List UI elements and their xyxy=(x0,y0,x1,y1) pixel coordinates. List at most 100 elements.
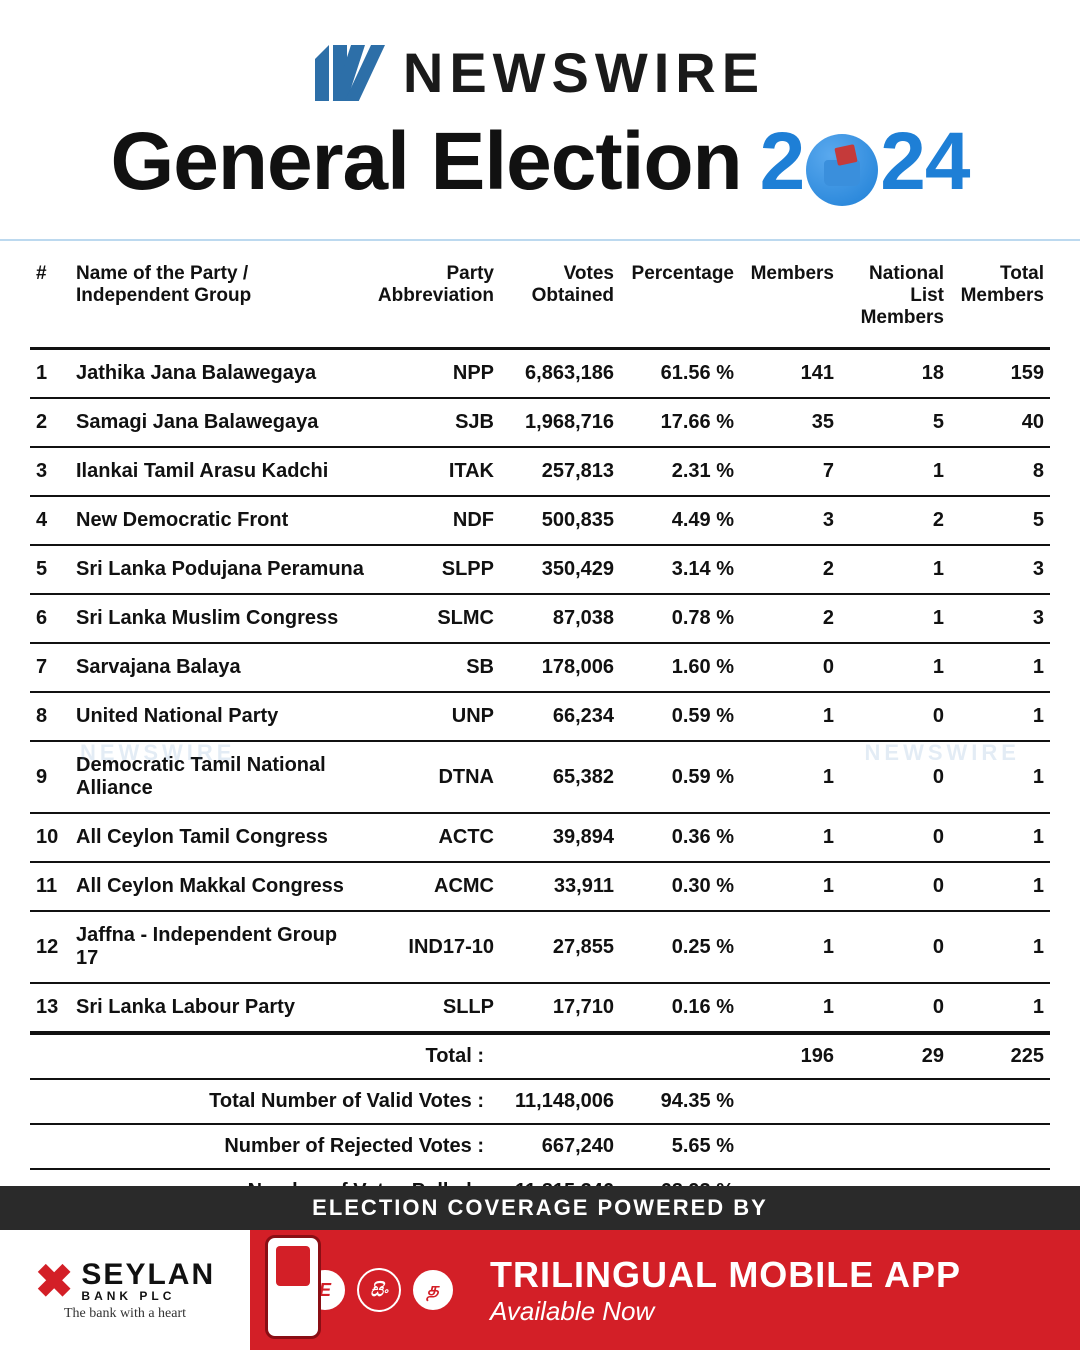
cell-nlm: 1 xyxy=(840,643,950,692)
cell-votes: 1,968,716 xyxy=(500,398,620,447)
cell-members: 7 xyxy=(740,447,840,496)
cell-idx: 10 xyxy=(30,813,70,862)
summary-label: Total : xyxy=(30,1033,500,1079)
cell-pct: 61.56 % xyxy=(620,349,740,399)
summary-members xyxy=(740,1079,840,1124)
cell-votes: 6,863,186 xyxy=(500,349,620,399)
cell-total: 1 xyxy=(950,911,1050,983)
cell-nlm: 0 xyxy=(840,983,950,1033)
ad-line-1: TRILINGUAL MOBILE APP xyxy=(490,1254,961,1296)
cell-idx: 8 xyxy=(30,692,70,741)
cell-idx: 4 xyxy=(30,496,70,545)
summary-pct: 5.65 % xyxy=(620,1124,740,1169)
cell-abbr: SLPP xyxy=(370,545,500,594)
cell-name: United National Party xyxy=(70,692,370,741)
cell-members: 1 xyxy=(740,813,840,862)
table-row: 7Sarvajana BalayaSB178,0061.60 %011 xyxy=(30,643,1050,692)
cell-total: 1 xyxy=(950,741,1050,813)
cell-nlm: 18 xyxy=(840,349,950,399)
summary-members xyxy=(740,1124,840,1169)
cell-name: Sri Lanka Labour Party xyxy=(70,983,370,1033)
cell-name: Ilankai Tamil Arasu Kadchi xyxy=(70,447,370,496)
cell-total: 40 xyxy=(950,398,1050,447)
cell-pct: 0.78 % xyxy=(620,594,740,643)
cell-name: All Ceylon Tamil Congress xyxy=(70,813,370,862)
cell-members: 1 xyxy=(740,692,840,741)
title-year: 2 24 xyxy=(760,115,970,209)
page-title: General Election 2 24 xyxy=(60,115,1020,209)
cell-idx: 2 xyxy=(30,398,70,447)
cell-pct: 0.59 % xyxy=(620,692,740,741)
cell-total: 3 xyxy=(950,594,1050,643)
cell-pct: 0.59 % xyxy=(620,741,740,813)
summary-label: Total Number of Valid Votes : xyxy=(30,1079,500,1124)
summary-total: 225 xyxy=(950,1033,1050,1079)
cell-members: 1 xyxy=(740,862,840,911)
table-row: 3Ilankai Tamil Arasu KadchiITAK257,8132.… xyxy=(30,447,1050,496)
col-members: Members xyxy=(740,251,840,349)
cell-nlm: 0 xyxy=(840,813,950,862)
table-row: 1Jathika Jana BalawegayaNPP6,863,18661.5… xyxy=(30,349,1050,399)
cell-name: Samagi Jana Balawegaya xyxy=(70,398,370,447)
table-row: 12Jaffna - Independent Group 17IND17-102… xyxy=(30,911,1050,983)
cell-abbr: DTNA xyxy=(370,741,500,813)
table-header-row: # Name of the Party / Independent Group … xyxy=(30,251,1050,349)
col-abbr: Party Abbreviation xyxy=(370,251,500,349)
sponsor-graphic: E සිං த xyxy=(250,1230,470,1350)
seylan-logo-icon: ✖ xyxy=(35,1258,74,1304)
cell-abbr: ACMC xyxy=(370,862,500,911)
cell-total: 1 xyxy=(950,643,1050,692)
cell-members: 2 xyxy=(740,545,840,594)
cell-total: 8 xyxy=(950,447,1050,496)
col-votes: Votes Obtained xyxy=(500,251,620,349)
sponsor-banner: ✖ SEYLAN BANK PLC The bank with a heart … xyxy=(0,1230,1080,1350)
year-suffix: 24 xyxy=(880,115,969,209)
cell-members: 1 xyxy=(740,983,840,1033)
cell-votes: 350,429 xyxy=(500,545,620,594)
cell-abbr: SLMC xyxy=(370,594,500,643)
cell-votes: 178,006 xyxy=(500,643,620,692)
year-prefix: 2 xyxy=(760,115,805,209)
summary-pct: 94.35 % xyxy=(620,1079,740,1124)
cell-abbr: UNP xyxy=(370,692,500,741)
bank-tagline: The bank with a heart xyxy=(64,1306,186,1322)
cell-nlm: 0 xyxy=(840,911,950,983)
summary-row: Number of Rejected Votes :667,2405.65 % xyxy=(30,1124,1050,1169)
cell-total: 3 xyxy=(950,545,1050,594)
cell-pct: 3.14 % xyxy=(620,545,740,594)
cell-total: 1 xyxy=(950,862,1050,911)
cell-members: 3 xyxy=(740,496,840,545)
cell-members: 1 xyxy=(740,911,840,983)
cell-abbr: ACTC xyxy=(370,813,500,862)
col-total: Total Members xyxy=(950,251,1050,349)
cell-abbr: NDF xyxy=(370,496,500,545)
cell-members: 141 xyxy=(740,349,840,399)
brand-logo: NEWSWIRE xyxy=(60,40,1020,105)
cell-total: 1 xyxy=(950,692,1050,741)
cell-abbr: SLLP xyxy=(370,983,500,1033)
title-main: General Election xyxy=(111,115,742,209)
cell-members: 2 xyxy=(740,594,840,643)
page-header: NEWSWIRE General Election 2 24 xyxy=(0,0,1080,229)
summary-total xyxy=(950,1079,1050,1124)
cell-pct: 0.16 % xyxy=(620,983,740,1033)
coverage-label: ELECTION COVERAGE POWERED BY xyxy=(312,1195,768,1221)
cell-idx: 7 xyxy=(30,643,70,692)
cell-abbr: NPP xyxy=(370,349,500,399)
table-row: 8United National PartyUNP66,2340.59 %101 xyxy=(30,692,1050,741)
summary-row: Total Number of Valid Votes :11,148,0069… xyxy=(30,1079,1050,1124)
summary-total xyxy=(950,1124,1050,1169)
table-row: 13Sri Lanka Labour PartySLLP17,7100.16 %… xyxy=(30,983,1050,1033)
table-row: 9Democratic Tamil National AllianceDTNA6… xyxy=(30,741,1050,813)
cell-members: 1 xyxy=(740,741,840,813)
summary-votes xyxy=(500,1033,620,1079)
cell-idx: 12 xyxy=(30,911,70,983)
cell-votes: 17,710 xyxy=(500,983,620,1033)
seylan-name: SEYLAN BANK PLC xyxy=(81,1260,215,1302)
cell-name: Sarvajana Balaya xyxy=(70,643,370,692)
table-row: 2Samagi Jana BalawegayaSJB1,968,71617.66… xyxy=(30,398,1050,447)
cell-votes: 27,855 xyxy=(500,911,620,983)
cell-nlm: 0 xyxy=(840,862,950,911)
cell-idx: 11 xyxy=(30,862,70,911)
cell-nlm: 1 xyxy=(840,594,950,643)
